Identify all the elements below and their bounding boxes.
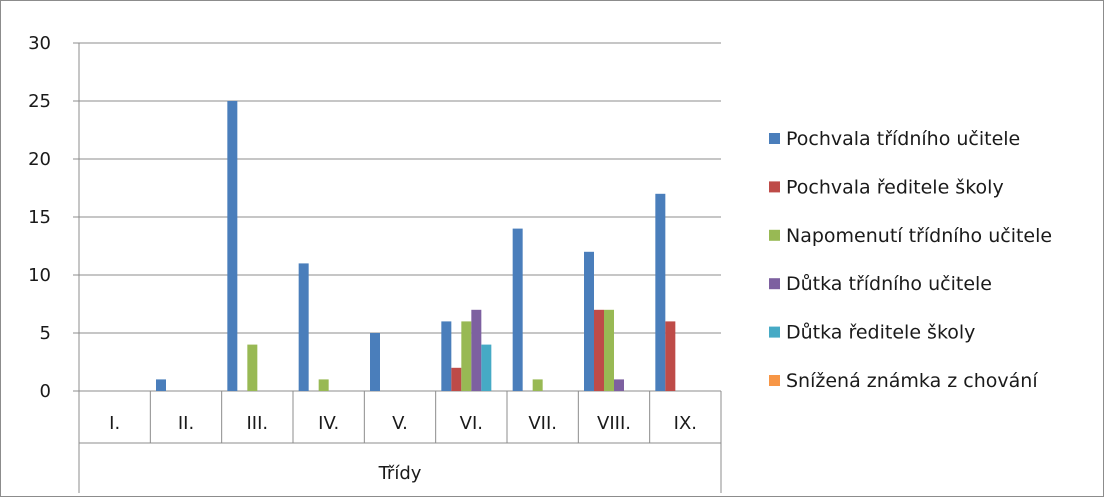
bar-5-1	[451, 367, 462, 391]
legend: Pochvala třídního učitele Pochvala ředite…	[769, 128, 1052, 392]
y-tick-label: 5	[40, 323, 51, 344]
y-tick-label: 25	[28, 91, 51, 112]
bar-7-3	[614, 379, 624, 391]
x-tick-label: I.	[109, 413, 120, 434]
bars	[156, 101, 676, 391]
y-tick-labels: 0 5 10 15 20 25 30	[28, 33, 51, 402]
x-tick-label: VIII.	[597, 413, 631, 434]
bar-2-0	[227, 101, 238, 391]
legend-label: Snížená známka z chování	[786, 370, 1038, 392]
bar-3-0	[298, 263, 309, 391]
x-tick-label: III.	[247, 413, 269, 434]
bar-5-0	[441, 321, 452, 391]
y-tick-label: 0	[40, 381, 51, 402]
x-axis-title: Třídy	[378, 463, 422, 484]
legend-swatch	[769, 326, 780, 338]
y-tick-label: 10	[28, 265, 51, 286]
bar-5-4	[481, 344, 492, 391]
x-tick-label: VI.	[460, 413, 483, 434]
bar-6-0	[512, 228, 523, 391]
legend-swatch	[769, 229, 780, 241]
legend-swatch	[769, 133, 780, 144]
bar-7-0	[584, 251, 594, 391]
x-tick-label: II.	[178, 413, 194, 434]
y-tick-label: 20	[28, 149, 51, 170]
legend-label: Pochvala třídního učitele	[786, 128, 1020, 150]
bar-2-2	[247, 344, 258, 391]
legend-swatch	[769, 278, 780, 290]
bar-8-0	[655, 193, 666, 391]
bar-5-2	[461, 321, 472, 391]
y-tick-label: 15	[28, 207, 51, 228]
gridlines	[73, 42, 721, 392]
bar-5-3	[471, 309, 482, 391]
bar-1-0	[156, 379, 166, 391]
axes	[78, 43, 722, 493]
x-tick-label: VII.	[528, 413, 557, 434]
bar-4-0	[370, 333, 380, 391]
legend-label: Pochvala ředitele školy	[786, 176, 1004, 198]
bar-3-2	[318, 379, 329, 391]
bar-7-1	[594, 309, 604, 391]
legend-label: Důtka ředitele školy	[786, 322, 975, 344]
x-tick-label: V.	[392, 413, 408, 434]
legend-label: Důtka třídního učitele	[786, 273, 992, 295]
x-tick-labels: I. II. III. IV. V. VI. VII. VIII. IX.	[109, 413, 697, 434]
x-tick-label: IX.	[674, 413, 697, 434]
legend-label: Napomenutí třídního učitele	[786, 225, 1052, 247]
bar-8-1	[665, 321, 676, 391]
bar-6-2	[532, 379, 543, 391]
legend-swatch	[769, 181, 780, 193]
legend-swatch	[769, 375, 780, 386]
y-tick-label: 30	[28, 33, 51, 54]
x-tick-label: IV.	[318, 413, 339, 434]
bar-7-2	[604, 309, 614, 391]
